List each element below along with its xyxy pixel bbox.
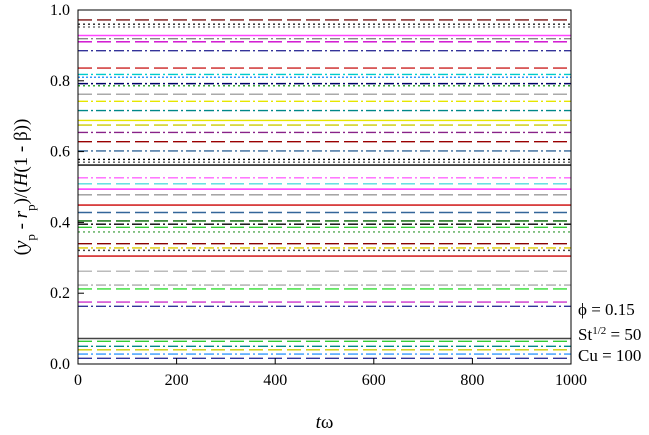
y-tick-label: 0.8 xyxy=(50,73,70,90)
annotation-cu: Cu = 100 xyxy=(578,346,641,365)
y-axis-title-part: - xyxy=(11,218,32,234)
annotation-stokes: St1/2 = 50 xyxy=(578,325,641,344)
axis-ticks xyxy=(77,9,572,365)
x-axis-title: tω xyxy=(316,412,334,433)
y-axis-title: (yp - rp)/(H(1 - β)) xyxy=(11,119,38,256)
x-tick-label: 400 xyxy=(263,372,287,389)
x-tick-label: 600 xyxy=(362,372,386,389)
series-lines xyxy=(78,19,571,360)
y-axis-title-part: )/( xyxy=(11,186,32,204)
y-axis-title-part: p xyxy=(23,234,38,241)
y-tick-label: 1.0 xyxy=(50,2,70,19)
x-tick-label: 200 xyxy=(165,372,189,389)
x-axis-title-var: t xyxy=(316,412,322,433)
x-tick-label: 800 xyxy=(460,372,484,389)
x-tick-labels: 0 200 400 600 800 1000 xyxy=(74,372,587,389)
y-axis-title-part: H xyxy=(11,171,32,187)
y-axis-title-part: p xyxy=(23,204,38,211)
annotation-phi: ϕ = 0.15 xyxy=(578,300,635,319)
y-tick-label: 0.0 xyxy=(50,356,70,373)
y-axis-title-part: r xyxy=(11,210,32,218)
y-axis-title-part: (1 - β)) xyxy=(11,119,32,173)
y-tick-label: 0.2 xyxy=(50,285,70,302)
plot-area xyxy=(77,9,572,365)
annotation-stokes-value: = 50 xyxy=(606,325,641,344)
y-tick-label: 0.6 xyxy=(50,144,70,161)
y-axis-title-part: y xyxy=(11,240,32,251)
y-tick-labels: 0.0 0.2 0.4 0.6 0.8 1.0 xyxy=(50,2,70,373)
x-tick-label: 0 xyxy=(74,372,82,389)
y-tick-label: 0.4 xyxy=(50,214,70,231)
x-axis-title-rest: ω xyxy=(321,412,334,433)
y-axis-title-part: ( xyxy=(11,249,32,255)
annotation-stokes-exponent: 1/2 xyxy=(592,325,606,337)
annotation-stokes-base: St xyxy=(578,325,592,344)
parameter-annotations: ϕ = 0.15 St1/2 = 50 Cu = 100 xyxy=(578,300,641,365)
x-tick-label: 1000 xyxy=(555,372,587,389)
